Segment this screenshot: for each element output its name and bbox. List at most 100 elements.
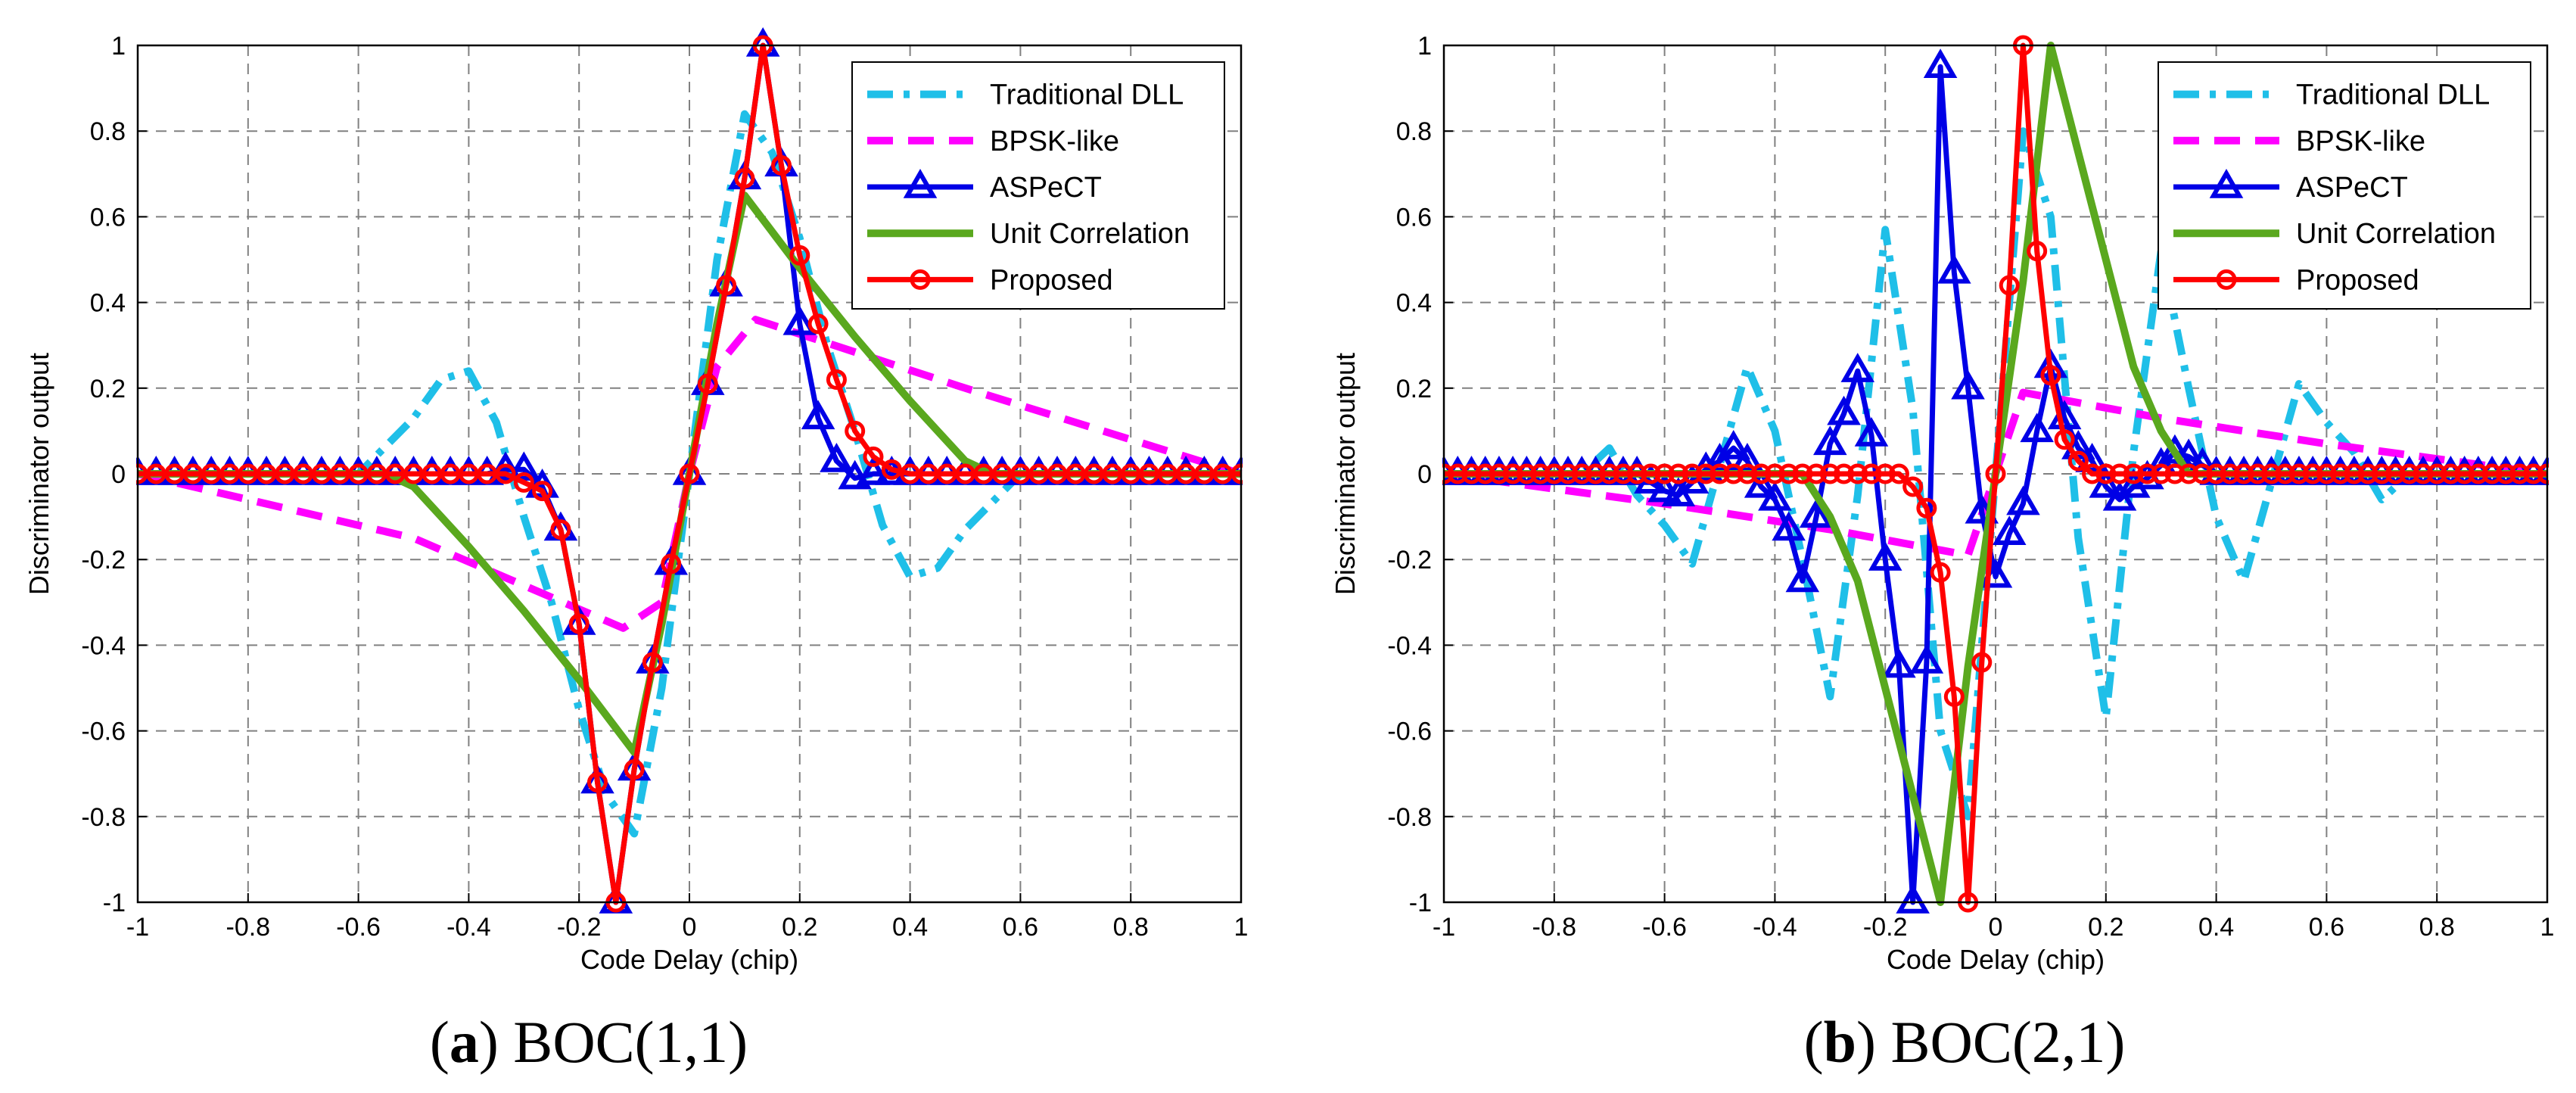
marker-b-proposed-75: [2468, 463, 2489, 484]
marker-b-proposed-74: [2454, 463, 2475, 484]
ytick-label-b-3: -0.4: [1387, 631, 1432, 660]
marker-b-proposed-39: [1971, 652, 1993, 673]
xtick-label-a-7: 0.4: [892, 913, 928, 942]
marker-a-aspect-21: [507, 451, 541, 481]
ytick-label-a-9: 0.8: [90, 117, 126, 146]
marker-b-aspect-22: [1730, 443, 1765, 472]
marker-b-proposed-61: [2275, 463, 2296, 484]
marker-b-proposed-67: [2357, 463, 2378, 484]
marker-b-proposed-59: [2247, 463, 2268, 484]
legend-label-a-proposed: Proposed: [990, 264, 1113, 296]
marker-b-proposed-66: [2344, 463, 2365, 484]
legend-marker-b-aspect: [2209, 168, 2244, 198]
marker-b-proposed-76: [2481, 463, 2503, 484]
marker-b-aspect-30: [1840, 353, 1875, 382]
marker-b-proposed-32: [1874, 463, 1896, 484]
ytick-label-b-7: 0.4: [1396, 289, 1432, 318]
legend-label-b-aspect: ASPeCT: [2296, 172, 2408, 204]
marker-a-proposed-41: [881, 459, 902, 480]
marker-b-aspect-23: [1744, 468, 1778, 498]
marker-b-proposed-57: [2220, 463, 2241, 484]
marker-b-proposed-63: [2302, 463, 2323, 484]
marker-b-proposed-37: [1943, 686, 1965, 707]
ytick-label-b-2: -0.6: [1387, 718, 1432, 746]
ytick-label-b-6: 0.2: [1396, 375, 1432, 403]
ytick-label-a-5: 0: [111, 460, 126, 489]
marker-a-proposed-22: [532, 481, 553, 502]
marker-b-proposed-25: [1778, 463, 1800, 484]
marker-b-proposed-56: [2206, 463, 2227, 484]
marker-a-proposed-21: [513, 472, 534, 493]
marker-b-proposed-43: [2027, 241, 2048, 262]
marker-a-proposed-23: [550, 519, 571, 540]
marker-a-proposed-33: [734, 167, 755, 188]
marker-a-proposed-40: [863, 446, 884, 467]
caption-a-open: (: [430, 1009, 450, 1075]
marker-b-aspect-31: [1854, 417, 1889, 447]
marker-b-proposed-62: [2288, 463, 2310, 484]
y-axis-label-a: Discriminator output: [23, 353, 54, 595]
marker-b-proposed-41: [1999, 275, 2020, 296]
marker-b-proposed-58: [2233, 463, 2254, 484]
marker-b-aspect-43: [2020, 413, 2054, 443]
marker-b-aspect-16: [1647, 472, 1682, 503]
marker-a-proposed-37: [807, 313, 829, 335]
marker-b-proposed-11: [1585, 463, 1606, 484]
marker-b-proposed-64: [2316, 463, 2337, 484]
marker-b-proposed-19: [1695, 463, 1716, 484]
marker-b-proposed-2: [1461, 463, 1482, 484]
marker-a-aspect-37: [801, 400, 835, 430]
marker-a-proposed-30: [679, 463, 700, 484]
marker-b-aspect-27: [1799, 498, 1834, 528]
marker-b-proposed-79: [2523, 463, 2544, 484]
ytick-label-b-1: -0.8: [1387, 803, 1432, 832]
x-axis-label-a: Code Delay (chip): [580, 944, 798, 975]
ytick-label-a-6: 0.2: [90, 375, 126, 403]
marker-b-proposed-29: [1834, 463, 1855, 484]
ytick-label-a-2: -0.6: [81, 718, 126, 746]
marker-b-proposed-7: [1530, 463, 1551, 484]
series-a-proposed: [136, 35, 1243, 913]
marker-a-proposed-25: [586, 772, 608, 793]
xtick-label-b-3: -0.4: [1753, 913, 1797, 942]
marker-b-proposed-3: [1475, 463, 1496, 484]
marker-b-proposed-15: [1640, 463, 1661, 484]
marker-a-aspect-38: [820, 443, 854, 472]
marker-b-proposed-46: [2067, 450, 2089, 472]
marker-b-proposed-22: [1737, 463, 1758, 484]
marker-b-proposed-45: [2054, 429, 2075, 450]
marker-b-proposed-16: [1654, 463, 1675, 484]
caption-b-open: (: [1804, 1009, 1824, 1075]
marker-b-proposed-48: [2095, 463, 2117, 484]
ytick-label-b-10: 1: [1417, 32, 1432, 61]
caption-b-title: ) BOC(2,1): [1856, 1009, 2125, 1075]
ytick-label-b-8: 0.6: [1396, 203, 1432, 232]
ytick-label-a-7: 0.4: [90, 289, 126, 318]
marker-b-aspect-33: [1882, 648, 1916, 678]
marker-b-proposed-55: [2192, 463, 2213, 484]
xtick-label-a-2: -0.6: [336, 913, 381, 942]
marker-b-proposed-18: [1682, 463, 1703, 484]
marker-b-aspect-50: [2116, 468, 2151, 498]
marker-b-proposed-35: [1916, 497, 1937, 518]
marker-b-proposed-13: [1613, 463, 1634, 484]
marker-b-aspect-35: [1909, 644, 1944, 674]
marker-a-proposed-31: [697, 373, 718, 394]
legend-label-a-aspect: ASPeCT: [990, 172, 1102, 204]
marker-b-aspect-28: [1813, 425, 1847, 456]
plot-frame-b: [1442, 44, 2549, 904]
marker-a-proposed-39: [845, 420, 866, 441]
chart-panel-b: -1 -0.8 -0.6 -0.4 -0.2 0 0.2 0.4 0.6 0.8 1 -1 -0.8 -0…: [1330, 32, 2554, 975]
legend-marker-a-proposed: [910, 269, 931, 290]
marker-b-proposed-73: [2440, 463, 2461, 484]
series-b-proposed: [1442, 35, 2549, 913]
marker-b-proposed-71: [2413, 463, 2434, 484]
marker-b-proposed-23: [1750, 463, 1772, 484]
marker-b-aspect-29: [1827, 395, 1861, 425]
xtick-label-a-0: -1: [126, 913, 149, 942]
ytick-label-a-4: -0.2: [81, 546, 126, 575]
caption-a-title: ) BOC(1,1): [479, 1009, 748, 1075]
marker-b-proposed-14: [1626, 463, 1647, 484]
marker-b-aspect-34: [1896, 883, 1930, 914]
marker-b-proposed-9: [1557, 463, 1579, 484]
